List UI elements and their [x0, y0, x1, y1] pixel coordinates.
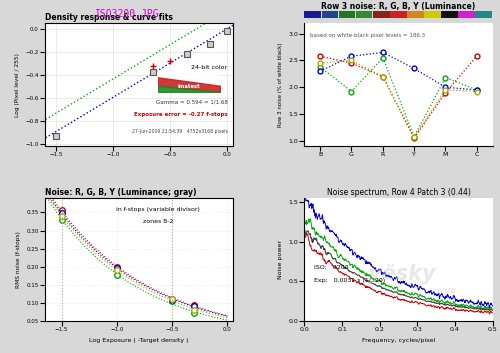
Bar: [441, 11, 458, 18]
Text: Density response & curve fits: Density response & curve fits: [45, 13, 173, 22]
Y-axis label: RMS noise (f-stops): RMS noise (f-stops): [16, 231, 21, 288]
Text: .com: .com: [435, 286, 456, 295]
Y-axis label: Row 3 noise (% of white black): Row 3 noise (% of white black): [278, 42, 283, 127]
Text: Exposure error = -0.27 f-stops: Exposure error = -0.27 f-stops: [134, 112, 228, 117]
Bar: [476, 11, 492, 18]
Text: ISO:   3200: ISO: 3200: [314, 265, 348, 270]
Text: 24-bit color: 24-bit color: [192, 65, 228, 70]
Y-axis label: Log (Pixel level / 255): Log (Pixel level / 255): [15, 53, 20, 116]
Bar: [424, 11, 441, 18]
Text: Gamma = 0.594 = 1/1.68: Gamma = 0.594 = 1/1.68: [156, 99, 228, 104]
Bar: [373, 11, 390, 18]
Text: zones 8-2: zones 8-2: [142, 219, 173, 224]
Bar: [304, 11, 321, 18]
Bar: [407, 11, 424, 18]
Title: Noise spectrum, Row 4 Patch 3 (0.44): Noise spectrum, Row 4 Patch 3 (0.44): [326, 188, 470, 197]
Y-axis label: Noise power: Noise power: [278, 240, 283, 279]
Text: ISO3200.JPG: ISO3200.JPG: [95, 9, 160, 19]
X-axis label: Log Exposure ( -Target density ): Log Exposure ( -Target density ): [90, 338, 189, 343]
Bar: [390, 11, 406, 18]
Bar: [338, 11, 355, 18]
Bar: [458, 11, 475, 18]
Bar: [322, 11, 338, 18]
Text: 27-Jun-2009 21:54:39   4752x3168 pixels: 27-Jun-2009 21:54:39 4752x3168 pixels: [132, 129, 228, 134]
Text: Exp:   0.0031 s (1/320): Exp: 0.0031 s (1/320): [314, 278, 385, 283]
X-axis label: Frequency, cycles/pixel: Frequency, cycles/pixel: [362, 338, 435, 343]
Text: based on white-black pixel levels = 186.3: based on white-black pixel levels = 186.…: [310, 32, 425, 37]
Text: in f-stops (variable divisor): in f-stops (variable divisor): [116, 207, 200, 211]
Text: Noise: R, G, B, Y (Luminance; gray): Noise: R, G, B, Y (Luminance; gray): [45, 188, 197, 197]
Bar: [356, 11, 372, 18]
Text: yësky: yësky: [368, 264, 436, 285]
Title: Row 3 noise: R, G, B, Y (Luminance): Row 3 noise: R, G, B, Y (Luminance): [322, 2, 476, 11]
